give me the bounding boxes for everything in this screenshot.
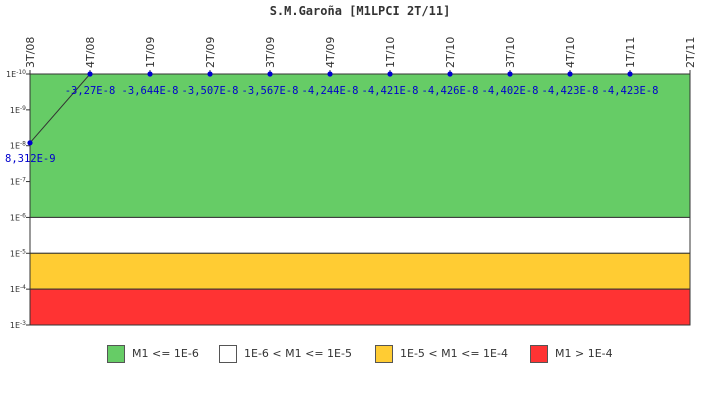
band-2 [29,252,691,290]
legend-swatch [107,345,125,363]
x-tick-label: 3T/08 [24,37,37,68]
band-layer [29,73,691,326]
chart-title: S.M.Garoña [M1LPCI 2T/11] [269,4,451,18]
data-point [327,71,333,77]
data-point [627,71,633,77]
legend-label: 1E-6 < M1 <= 1E-5 [244,347,352,360]
data-point [387,71,393,77]
x-tick-label: 2T/09 [204,37,217,68]
x-tick-label: 2T/10 [444,37,457,68]
band-3 [29,288,691,326]
band-1 [29,216,691,254]
data-point [567,71,573,77]
y-tick-label: 1E-9 [10,105,26,115]
x-tick-label: 1T/11 [624,37,637,68]
data-point [447,71,453,77]
data-point [267,71,273,77]
legend-swatch [530,345,548,363]
data-label: -4,426E-8 [422,85,479,97]
data-label: -4,402E-8 [482,85,539,97]
data-label: -4,244E-8 [302,85,359,97]
data-point [87,71,93,77]
x-tick-label: 4T/08 [84,37,97,68]
data-label: -3,27E-8 [65,85,116,97]
x-tick-label: 3T/10 [504,37,517,68]
y-tick-label: 1E-8 [10,141,26,151]
data-label: 8,312E-9 [5,153,56,165]
legend-swatch [219,345,237,363]
data-point [147,71,153,77]
axes-layer: 1E-10 1E-9 1E-8 1E-7 1E-6 1E-5 1E-4 1E-3 3T/08 4T… [6,37,697,330]
data-label: -4,423E-8 [602,85,659,97]
y-tick-label: 1E-3 [10,320,26,330]
y-tick-label: 1E-7 [10,177,26,187]
y-tick-label: 1E-6 [10,212,26,222]
x-tick-label: 1T/10 [384,37,397,68]
data-label: -4,421E-8 [362,85,419,97]
data-label: -3,507E-8 [182,85,239,97]
data-point [27,140,33,146]
data-label: -3,567E-8 [242,85,299,97]
y-tick-label: 1E-10 [6,69,26,79]
band-0 [29,73,691,218]
legend-swatch [375,345,393,363]
y-tick-label: 1E-4 [10,284,26,294]
legend-label: M1 <= 1E-6 [132,347,199,360]
legend-label: M1 > 1E-4 [555,347,613,360]
data-label: -3,644E-8 [122,85,179,97]
x-tick-label: 4T/10 [564,37,577,68]
chart-plot: 1E-10 1E-9 1E-8 1E-7 1E-6 1E-5 1E-4 1E-3 3T/08 4T… [5,37,697,330]
data-label: -4,423E-8 [542,85,599,97]
data-point [207,71,213,77]
legend-label: 1E-5 < M1 <= 1E-4 [400,347,508,360]
x-tick-label: 3T/09 [264,37,277,68]
chart-legend: M1 <= 1E-6 1E-6 < M1 <= 1E-5 1E-5 < M1 <= … [0,344,720,368]
y-tick-label: 1E-5 [10,248,26,258]
data-point [507,71,513,77]
x-tick-label: 1T/09 [144,37,157,68]
x-tick-label: 4T/09 [324,37,337,68]
series-layer: 8,312E-9 -3,27E-8 -3,644E-8 -3,507E-8 -3,567… [5,71,659,165]
x-tick-label: 2T/11 [684,37,697,68]
